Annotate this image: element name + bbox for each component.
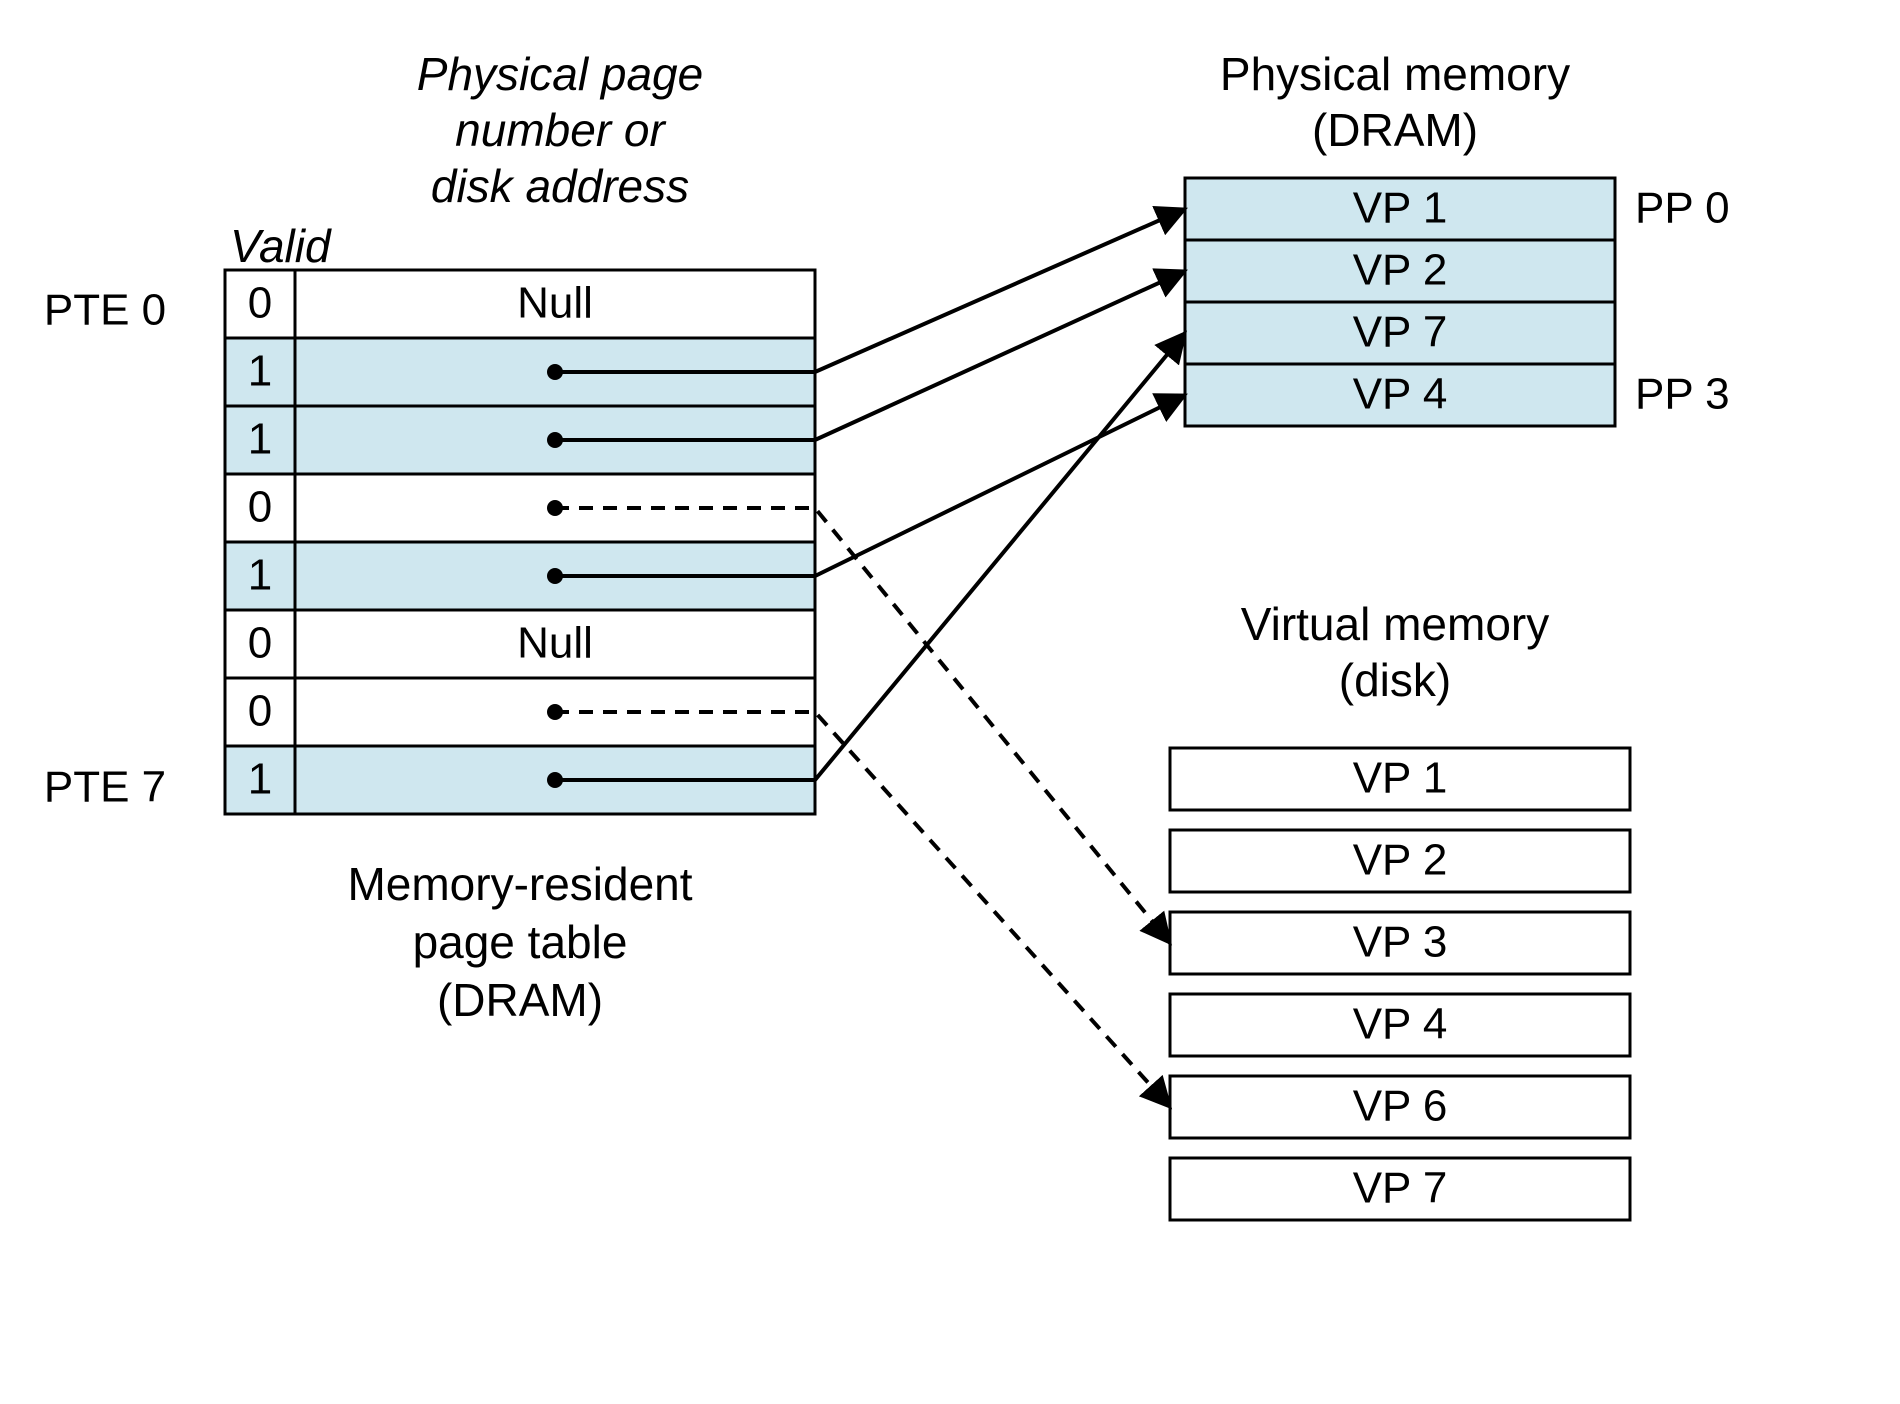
- pte-valid-value: 1: [248, 755, 272, 804]
- page-table-footer: (DRAM): [437, 974, 603, 1026]
- physical-memory-title: (DRAM): [1312, 104, 1478, 156]
- vm-cell-label: VP 2: [1353, 836, 1448, 885]
- pte-row-label: PTE 7: [44, 763, 166, 812]
- pte-row-label: PTE 0: [44, 286, 166, 335]
- pte-valid-value: 0: [248, 279, 272, 328]
- pte-addr-value: Null: [517, 279, 593, 328]
- pm-cell-label: VP 2: [1353, 246, 1448, 295]
- page-table-footer: Memory-resident: [347, 858, 692, 910]
- vm-cell-label: VP 1: [1353, 754, 1448, 803]
- page-table-footer: page table: [413, 916, 628, 968]
- virtual-memory-title: Virtual memory: [1241, 598, 1549, 650]
- page-table-header: Physical page: [417, 48, 703, 100]
- page-table-header: number or: [455, 104, 666, 156]
- pte-addr-value: Null: [517, 619, 593, 668]
- vm-cell-label: VP 4: [1353, 1000, 1448, 1049]
- pte-valid-value: 1: [248, 551, 272, 600]
- pte-valid-value: 0: [248, 619, 272, 668]
- valid-label: Valid: [230, 220, 332, 272]
- pm-cell-label: VP 7: [1353, 308, 1448, 357]
- pm-cell-label: VP 1: [1353, 184, 1448, 233]
- pte-valid-value: 0: [248, 483, 272, 532]
- pte-valid-value: 0: [248, 687, 272, 736]
- pm-side-label: PP 0: [1635, 184, 1730, 233]
- pte-valid-value: 1: [248, 347, 272, 396]
- vm-cell-label: VP 3: [1353, 918, 1448, 967]
- page-table-diagram: Physical pagenumber ordisk address Valid 0…: [0, 0, 1900, 1404]
- physical-memory-title: Physical memory: [1220, 48, 1570, 100]
- vm-cell-label: VP 7: [1353, 1164, 1448, 1213]
- pte-valid-value: 1: [248, 415, 272, 464]
- pm-side-label: PP 3: [1635, 370, 1730, 419]
- pm-cell-label: VP 4: [1353, 370, 1448, 419]
- virtual-memory-title: (disk): [1339, 654, 1451, 706]
- vm-cell-label: VP 6: [1353, 1082, 1448, 1131]
- page-table-header: disk address: [431, 160, 689, 212]
